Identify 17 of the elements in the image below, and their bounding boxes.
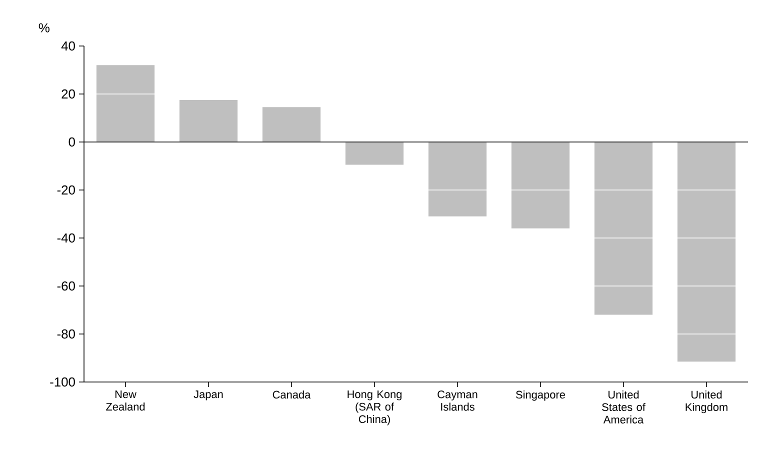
- y-tick-label: -60: [57, 281, 75, 291]
- y-tick-label: -100: [50, 377, 75, 387]
- x-tick-label: Hong Kong (SAR of China): [348, 390, 402, 426]
- y-tick-label: 20: [62, 89, 75, 99]
- x-tick-label: Cayman Islands: [438, 390, 478, 411]
- x-tick-label: United Kingdom: [686, 390, 728, 414]
- x-tick-label: United States of America: [602, 390, 646, 424]
- x-tick-label: Canada: [272, 390, 311, 399]
- y-tick-label: -40: [57, 233, 75, 243]
- y-tick-label: 40: [61, 41, 75, 51]
- x-tick-label: Singapore: [516, 390, 565, 401]
- x-tick-label: Japan: [194, 390, 223, 400]
- x-tick-label: New Zealand: [106, 390, 145, 411]
- y-tick-label: -80: [57, 329, 75, 339]
- y-tick-label: -20: [57, 185, 75, 195]
- y-axis-title: %: [38, 23, 50, 32]
- y-tick-label: 0: [68, 137, 75, 147]
